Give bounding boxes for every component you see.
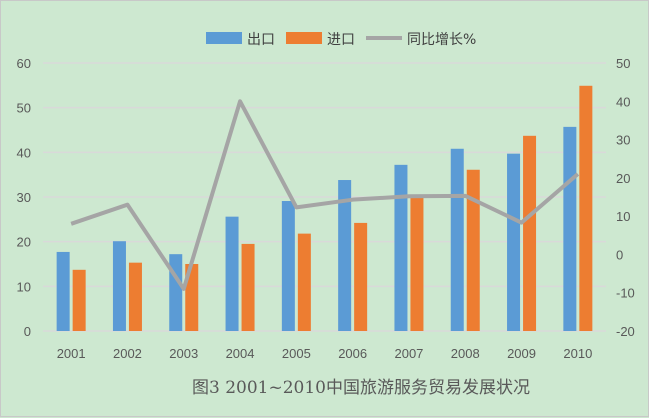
y2-tick-label: 40	[616, 94, 630, 109]
y2-tick-label: 50	[616, 56, 630, 71]
y2-tick-label: -10	[616, 286, 635, 301]
bar-import	[298, 234, 311, 331]
y-tick-label: 40	[17, 145, 31, 160]
y-tick-label: 30	[17, 190, 31, 205]
bar-export	[563, 127, 576, 331]
bar-export	[507, 154, 520, 331]
bar-export	[57, 252, 70, 331]
bar-export	[451, 149, 464, 331]
legend-label: 出口	[247, 32, 275, 48]
bar-import	[467, 170, 480, 331]
bar-export	[113, 241, 126, 331]
y-tick-label: 0	[24, 324, 31, 339]
y-tick-label: 20	[17, 235, 31, 250]
x-tick-label: 2009	[507, 346, 536, 361]
y2-tick-label: 20	[616, 171, 630, 186]
bar-export	[226, 217, 239, 331]
x-tick-label: 2008	[451, 346, 480, 361]
y-tick-label: 60	[17, 56, 31, 71]
x-tick-label: 2003	[169, 346, 198, 361]
y2-tick-label: 10	[616, 209, 630, 224]
bar-export	[282, 201, 295, 331]
chart-caption: 图3 2001~2010中国旅游服务贸易发展状况	[192, 378, 530, 398]
bar-import	[242, 244, 255, 331]
x-tick-label: 2002	[113, 346, 142, 361]
y2-tick-label: -20	[616, 324, 635, 339]
y2-tick-label: 0	[616, 247, 623, 262]
bar-import	[354, 223, 367, 331]
legend-swatch	[286, 32, 322, 44]
bar-import	[579, 86, 592, 331]
y2-tick-label: 30	[616, 133, 630, 148]
bar-import	[523, 136, 536, 331]
y-tick-label: 50	[17, 101, 31, 116]
bar-import	[129, 263, 142, 331]
growth-line	[71, 101, 578, 289]
x-tick-label: 2001	[57, 346, 86, 361]
legend-label: 同比增长%	[407, 32, 476, 48]
legend-label: 进口	[327, 32, 355, 48]
x-tick-label: 2005	[282, 346, 311, 361]
y-tick-label: 10	[17, 279, 31, 294]
x-tick-label: 2006	[338, 346, 367, 361]
legend-swatch	[206, 32, 242, 44]
x-tick-label: 2010	[563, 346, 592, 361]
x-tick-label: 2004	[226, 346, 255, 361]
x-tick-label: 2007	[394, 346, 423, 361]
bar-export	[169, 254, 182, 331]
bar-import	[73, 270, 86, 331]
bar-export	[394, 165, 407, 331]
bar-import	[410, 197, 423, 331]
